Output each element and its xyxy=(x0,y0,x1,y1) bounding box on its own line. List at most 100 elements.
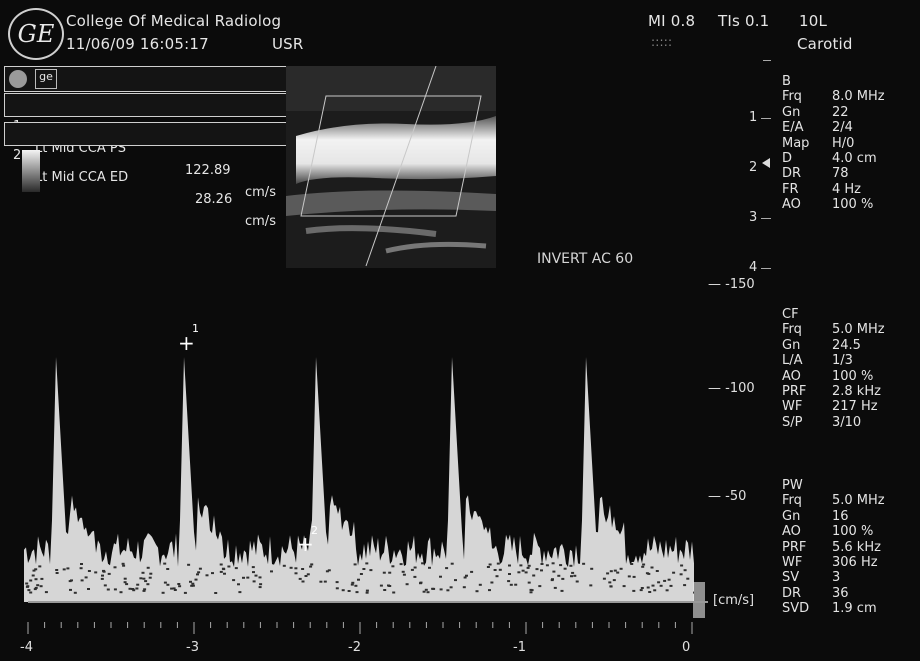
speckle xyxy=(40,577,44,580)
speckle xyxy=(80,563,83,565)
doppler-envelope xyxy=(24,357,694,602)
doppler-cursor-line[interactable] xyxy=(365,66,437,267)
speckle xyxy=(139,577,143,580)
speckle xyxy=(166,583,170,586)
caliper-2-icon[interactable]: + xyxy=(297,532,314,556)
speckle xyxy=(106,588,110,591)
b-mode-param-row: Gn 22 xyxy=(782,105,918,120)
speckle xyxy=(94,571,98,574)
speckle xyxy=(34,578,38,581)
pw-param-row: DR 36 xyxy=(782,586,918,601)
param-key: SV xyxy=(782,570,800,586)
velocity-unit: [cm/s] xyxy=(713,593,755,608)
speckle xyxy=(462,586,466,589)
speckle xyxy=(136,583,140,586)
speckle xyxy=(488,563,492,566)
speckle xyxy=(196,573,199,576)
speckle xyxy=(454,579,457,582)
record-icon[interactable] xyxy=(9,70,27,88)
speckle xyxy=(679,573,683,576)
speckle xyxy=(131,588,135,590)
param-key: Gn xyxy=(782,337,801,353)
speckle xyxy=(383,589,387,591)
speckle xyxy=(653,589,657,592)
speckle xyxy=(254,574,258,577)
speckle xyxy=(632,575,636,578)
param-key: Frq xyxy=(782,89,802,105)
param-key: SVD xyxy=(782,601,810,617)
speckle xyxy=(439,575,442,578)
color-box[interactable] xyxy=(300,95,482,217)
param-value: 4.0 cm xyxy=(832,151,877,167)
param-key: Gn xyxy=(782,508,801,524)
param-value: 5.0 MHz xyxy=(832,493,885,509)
param-value: 5.0 MHz xyxy=(832,322,885,338)
speckle xyxy=(327,569,331,572)
baseline-handle[interactable] xyxy=(693,582,705,618)
speckle xyxy=(146,583,150,586)
speckle xyxy=(173,589,177,591)
speckle xyxy=(198,567,202,570)
speckle xyxy=(27,589,31,592)
speckle xyxy=(252,580,256,583)
speckle xyxy=(194,578,198,581)
speckle xyxy=(251,566,255,569)
param-key: AO xyxy=(782,524,801,540)
b-mode-param-row: D 4.0 cm xyxy=(782,151,918,166)
speckle xyxy=(34,586,38,589)
speckle xyxy=(519,564,523,567)
speckle xyxy=(641,565,645,568)
speckle xyxy=(642,563,646,566)
speckle xyxy=(122,564,126,567)
speckle xyxy=(32,569,36,572)
speckle xyxy=(101,574,104,577)
speckle xyxy=(686,577,690,580)
speckle xyxy=(424,588,428,591)
speckle xyxy=(178,585,182,588)
speckle xyxy=(559,564,563,567)
speckle xyxy=(426,591,430,594)
speckle xyxy=(463,576,467,579)
speckle xyxy=(646,586,650,589)
speckle xyxy=(34,568,38,571)
speckle xyxy=(680,564,684,567)
speckle xyxy=(379,584,383,587)
param-value: 8.0 MHz xyxy=(832,89,885,105)
speckle xyxy=(616,571,620,574)
b-mode-param-row: Frq 8.0 MHz xyxy=(782,89,918,104)
speckle xyxy=(529,588,533,591)
user-label: USR xyxy=(272,35,304,53)
speckle xyxy=(353,563,357,566)
measurement-row-1[interactable]: 1 Lt Mid CCA PS 122.89 cm/s xyxy=(4,93,288,200)
speckle xyxy=(517,571,521,574)
measurement-row-2[interactable]: 2 Lt Mid CCA ED 28.26 cm/s xyxy=(4,122,288,229)
speckle xyxy=(508,564,511,567)
focus-marker-icon[interactable] xyxy=(762,158,770,168)
speckle xyxy=(70,579,73,582)
speckle xyxy=(575,580,579,583)
depth-mark-1: 1 xyxy=(749,110,758,125)
speckle xyxy=(38,565,42,568)
speckle xyxy=(55,572,59,574)
speckle xyxy=(113,588,117,591)
exam-datetime: 11/06/09 16:05:17 xyxy=(66,35,209,53)
depth-ruler xyxy=(763,60,773,270)
caliper-1-icon[interactable]: + xyxy=(178,331,195,355)
param-key: D xyxy=(782,151,793,167)
speckle xyxy=(211,572,214,575)
param-value: 16 xyxy=(832,508,849,524)
speckle xyxy=(357,578,360,581)
measurement-unit: cm/s xyxy=(245,214,276,229)
param-key: L/A xyxy=(782,353,803,369)
speckle xyxy=(103,584,107,587)
preset-name: Carotid xyxy=(797,35,853,53)
speckle xyxy=(514,583,518,586)
tis-index: TIs 0.1 xyxy=(718,12,770,30)
speckle xyxy=(350,583,354,586)
speckle xyxy=(667,578,671,581)
param-value: 2.8 kHz xyxy=(832,384,881,400)
speckle xyxy=(306,573,310,576)
speckle xyxy=(289,566,293,569)
time-tick--3: -3 xyxy=(186,640,199,655)
